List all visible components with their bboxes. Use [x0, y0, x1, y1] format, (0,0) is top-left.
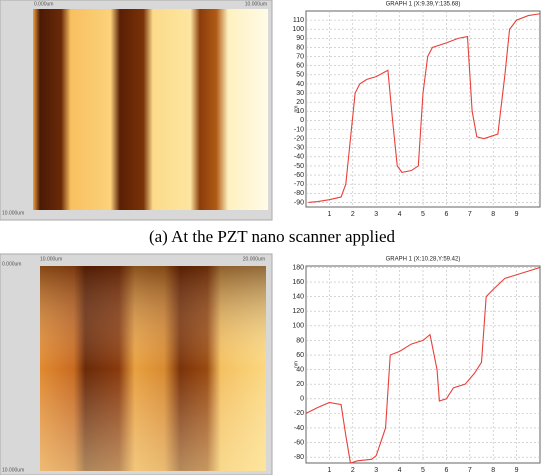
- y-tick-label: 40: [296, 366, 304, 373]
- y-tick-label: 20: [296, 99, 304, 106]
- x-tick-label: 4: [398, 467, 402, 474]
- y-tick-label: -40: [294, 425, 304, 432]
- x-tick-label: 2: [351, 467, 355, 474]
- image-label: 0.000um: [34, 1, 53, 7]
- x-tick-label: 6: [444, 467, 448, 474]
- y-tick-label: 0: [300, 396, 304, 403]
- y-tick-label: 50: [296, 72, 304, 79]
- y-tick-label: 20: [296, 381, 304, 388]
- x-tick-label: 9: [515, 211, 519, 218]
- y-tick-label: -80: [294, 190, 304, 197]
- image-label: 10.000um: [2, 210, 24, 216]
- x-tick-label: 3: [374, 211, 378, 218]
- x-tick-label: 3: [374, 467, 378, 474]
- y-tick-label: -60: [294, 172, 304, 179]
- y-tick-label: 40: [296, 81, 304, 88]
- x-tick-label: 4: [398, 211, 402, 218]
- y-tick-label: 30: [296, 90, 304, 97]
- y-tick-label: 0: [300, 117, 304, 124]
- y-tick-label: 10: [296, 108, 304, 115]
- image-label: 20.000um: [243, 256, 265, 262]
- y-tick-label: 160: [292, 279, 304, 286]
- profile-line: [308, 13, 541, 203]
- y-axis-label: nm: [293, 106, 299, 113]
- y-tick-label: 90: [296, 35, 304, 42]
- y-tick-label: -80: [294, 454, 304, 461]
- y-tick-label: -20: [294, 135, 304, 142]
- y-tick-label: 60: [296, 63, 304, 70]
- x-tick-label: 8: [491, 211, 495, 218]
- profile-line: [305, 266, 541, 464]
- x-tick-label: 9: [515, 467, 519, 474]
- image-label: 10.000um: [2, 467, 24, 473]
- y-tick-label: -50: [294, 163, 304, 170]
- image-label: 10.000um: [40, 256, 62, 262]
- y-tick-label: 140: [292, 293, 304, 300]
- image-label: 0.000um: [2, 261, 21, 267]
- y-tick-label: -20: [294, 410, 304, 417]
- x-tick-label: 7: [468, 211, 472, 218]
- y-tick-label: 180: [292, 264, 304, 271]
- y-tick-label: -10: [294, 126, 304, 133]
- afm-image: [33, 9, 268, 210]
- image-label: 10.000um: [245, 1, 267, 7]
- y-tick-label: 110: [293, 17, 304, 24]
- x-tick-label: 1: [327, 467, 331, 474]
- y-tick-label: -30: [294, 145, 304, 152]
- y-tick-label: -90: [294, 199, 304, 206]
- chart-title: GRAPH 1 (X:9.39,Y:135.68): [386, 2, 461, 8]
- x-tick-label: 6: [444, 211, 448, 218]
- x-tick-label: 5: [421, 467, 425, 474]
- y-axis-label: nm: [293, 361, 299, 368]
- y-tick-label: 70: [296, 53, 304, 60]
- y-tick-label: 100: [292, 323, 304, 330]
- y-tick-label: 60: [296, 352, 304, 359]
- y-tick-label: -70: [294, 181, 304, 188]
- y-tick-label: 80: [296, 337, 304, 344]
- afm-shading: [40, 266, 266, 471]
- y-tick-label: 100: [292, 26, 304, 33]
- y-tick-label: 80: [296, 44, 304, 51]
- y-tick-label: -40: [294, 154, 304, 161]
- y-tick-label: 120: [292, 308, 304, 315]
- x-tick-label: 1: [327, 211, 331, 218]
- x-tick-label: 2: [351, 211, 355, 218]
- x-tick-label: 5: [421, 211, 425, 218]
- chart-title: GRAPH 1 (X:10.28,Y:59.42): [386, 257, 461, 263]
- caption: (a) At the PZT nano scanner applied: [149, 227, 396, 246]
- y-tick-label: -60: [294, 439, 304, 446]
- x-tick-label: 7: [468, 467, 472, 474]
- x-tick-label: 8: [491, 467, 495, 474]
